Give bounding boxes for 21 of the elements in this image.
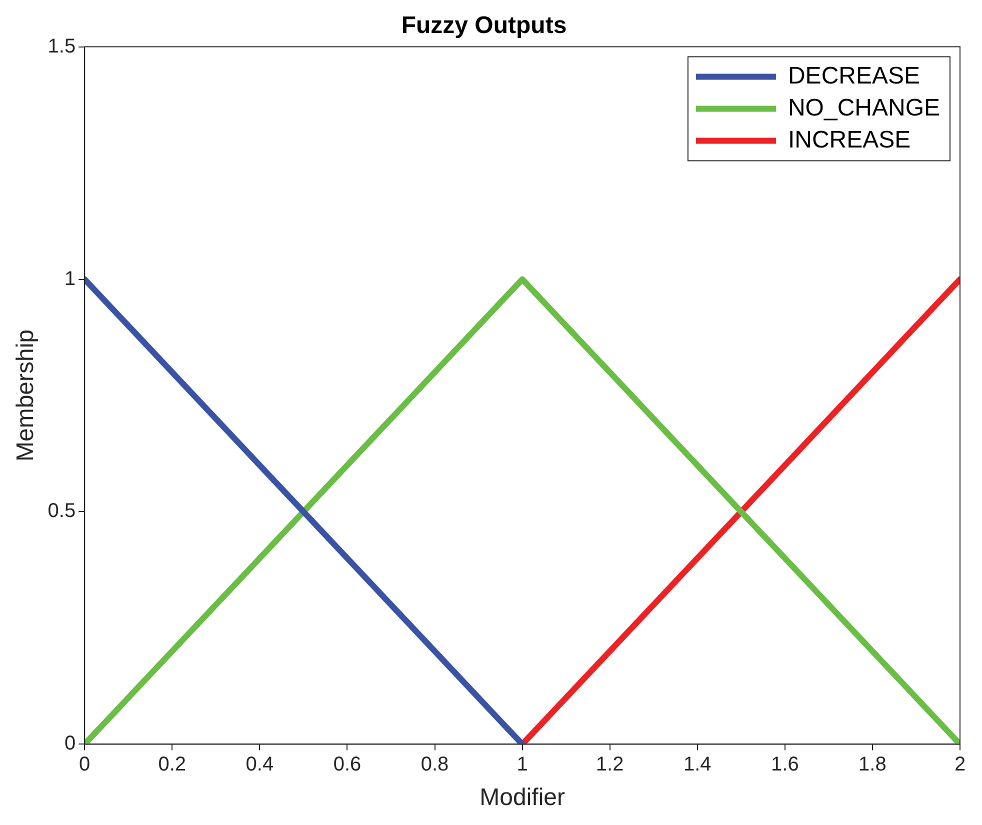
x-tick-label: 2 <box>954 754 966 776</box>
x-tick-label: 1.2 <box>596 754 624 776</box>
x-axis-title: Modifier <box>480 784 565 812</box>
chart-title: Fuzzy Outputs <box>401 12 567 40</box>
legend-label: INCREASE <box>788 126 911 154</box>
x-tick-label: 1.6 <box>771 754 799 776</box>
y-tick-label: 0 <box>64 732 76 755</box>
x-tick-label: 1.8 <box>858 754 886 776</box>
x-tick-label: 0.6 <box>333 754 362 776</box>
y-axis-title: Membership <box>12 329 40 462</box>
x-tick-label: 0.4 <box>246 754 274 776</box>
legend-label: DECREASE <box>788 62 920 90</box>
x-tick-label: 0 <box>79 754 90 776</box>
x-tick-label: 0.8 <box>420 754 449 776</box>
x-tick-label: 1.4 <box>683 754 712 776</box>
y-tick-label: 0.5 <box>48 500 76 522</box>
y-tick-label: 1.5 <box>48 35 76 58</box>
x-tick-label: 1 <box>516 754 528 776</box>
y-tick-label: 1 <box>64 268 76 290</box>
x-tick-label: 0.2 <box>158 754 186 776</box>
legend-label: NO_CHANGE <box>788 94 940 122</box>
